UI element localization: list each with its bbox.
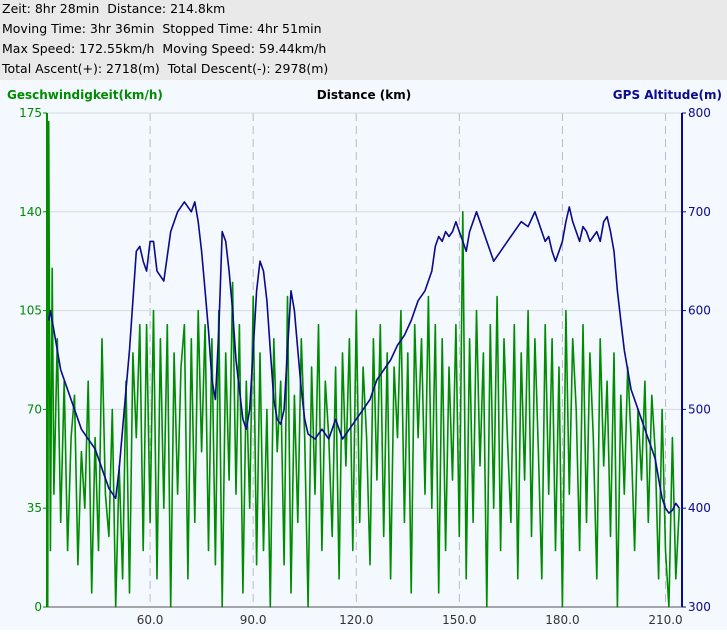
left-y-tick-label: 0 [34,600,42,614]
x-tick-label: 180.0 [545,613,579,627]
left-y-tick-label: 105 [19,304,42,318]
right-axis-label: GPS Altitude(m) [613,88,722,102]
stats-panel: Zeit: 8hr 28min Distance: 214.8km Moving… [0,0,727,80]
right-y-tick-label: 400 [688,501,711,515]
right-y-tick-label: 300 [688,600,711,614]
x-tick-label: 120.0 [339,613,373,627]
x-tick-label: 60.0 [137,613,164,627]
left-y-tick-label: 175 [19,106,42,120]
x-tick-label: 150.0 [442,613,476,627]
left-y-tick-label: 35 [27,501,42,515]
x-tick-label: 90.0 [240,613,267,627]
right-y-tick-label: 500 [688,402,711,416]
x-axis-label: Distance (km) [317,88,411,102]
right-y-tick-label: 600 [688,304,711,318]
left-axis-label: Geschwindigkeit(km/h) [7,88,163,102]
chart-panel: 0 35 70 105 140 175 300 400 500 600 700 800 60.0 90.0… [0,80,727,630]
stats-line-speeds: Max Speed: 172.55km/h Moving Speed: 59.4… [2,41,327,56]
stats-line-time-distance: Zeit: 8hr 28min Distance: 214.8km [2,1,226,16]
stats-line-ascent-descent: Total Ascent(+): 2718(m) Total Descent(-… [2,61,329,76]
speed-altitude-chart: 0 35 70 105 140 175 300 400 500 600 700 800 60.0 90.0… [7,88,722,627]
right-y-tick-label: 800 [688,106,711,120]
speed-series-layer [46,120,681,608]
right-y-tick-label: 700 [688,205,711,219]
left-y-tick-label: 140 [19,205,42,219]
x-tick-label: 210.0 [648,613,682,627]
left-y-tick-label: 70 [27,402,42,416]
axes: 0 35 70 105 140 175 300 400 500 600 700 800 60.0 90.0… [19,106,711,627]
stats-line-moving-stopped: Moving Time: 3hr 36min Stopped Time: 4hr… [2,21,322,36]
altitude-series-line [47,201,680,514]
altitude-series-layer [47,201,680,514]
speed-series-line [46,120,681,608]
